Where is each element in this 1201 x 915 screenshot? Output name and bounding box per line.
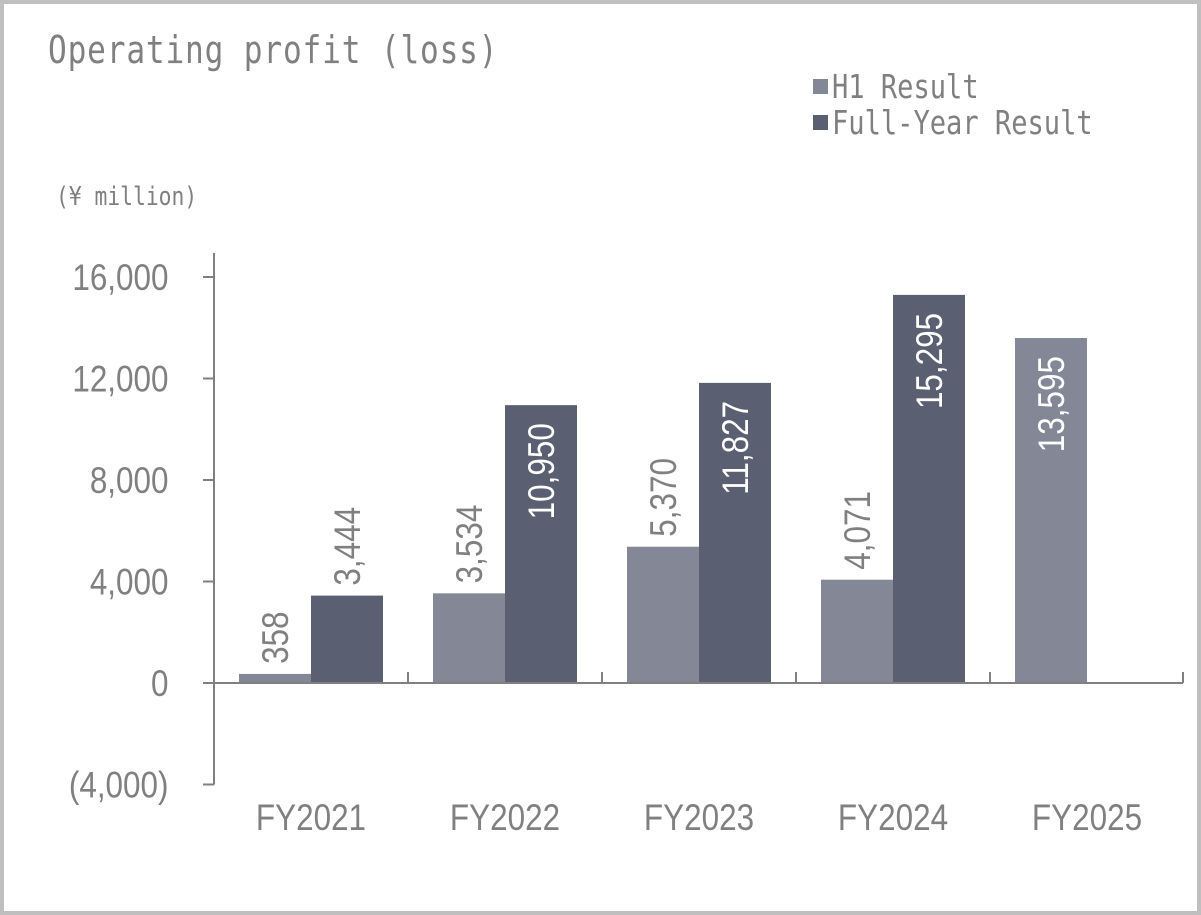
x-tick-label: FY2025	[1032, 798, 1142, 839]
legend: H1 Result Full-Year Result	[813, 66, 1150, 142]
y-tick-label: 0	[151, 664, 168, 705]
data-label: 3,444	[328, 507, 369, 586]
x-axis: FY2021 FY2022 FY2023 FY2024 FY2025	[214, 672, 1184, 839]
bar-h1-result	[821, 579, 893, 683]
bar-h1-result	[1015, 338, 1087, 683]
bars: 358 3,444 3,534 10,950 5,370 11,827 4,071 15,29…	[239, 294, 1087, 683]
bar-full-year-result	[311, 595, 383, 683]
y-tick-label: 8,000	[90, 461, 169, 502]
data-label: 10,950	[522, 423, 563, 519]
y-tick-label: 4,000	[90, 562, 169, 603]
bar-h1-result	[627, 546, 699, 683]
bar-full-year-result	[505, 405, 577, 683]
chart-title: Operating profit (loss)	[48, 28, 499, 72]
legend-swatch-h1	[813, 78, 828, 94]
legend-item-full-year: Full-Year Result	[813, 102, 1150, 142]
y-axis: 16,000 12,000 8,000 4,000 0 (4,000)	[69, 253, 215, 806]
legend-label-h1: H1 Result	[832, 66, 979, 106]
legend-swatch-full-year	[813, 114, 828, 130]
legend-label-full-year: Full-Year Result	[832, 102, 1093, 142]
unit-label: (¥ million)	[56, 182, 198, 212]
data-label: 13,595	[1032, 356, 1073, 452]
x-tick-label: FY2021	[256, 798, 366, 839]
bar-full-year-result	[699, 382, 771, 683]
bar-h1-result	[239, 673, 311, 683]
y-tick-label: 16,000	[72, 258, 168, 299]
bar-full-year-result	[893, 294, 965, 683]
data-label: 358	[256, 611, 297, 663]
y-tick-label: 12,000	[72, 359, 168, 400]
data-label: 5,370	[644, 458, 685, 537]
x-tick-label: FY2023	[644, 798, 754, 839]
data-label: 3,534	[450, 505, 491, 584]
x-tick-label: FY2024	[838, 798, 948, 839]
y-tick-label: (4,000)	[69, 765, 169, 806]
data-label: 4,071	[838, 491, 879, 570]
legend-item-h1: H1 Result	[813, 66, 1150, 106]
data-label: 15,295	[910, 313, 951, 409]
x-tick-label: FY2022	[450, 798, 560, 839]
bar-h1-result	[433, 593, 505, 683]
data-label: 11,827	[716, 401, 757, 495]
